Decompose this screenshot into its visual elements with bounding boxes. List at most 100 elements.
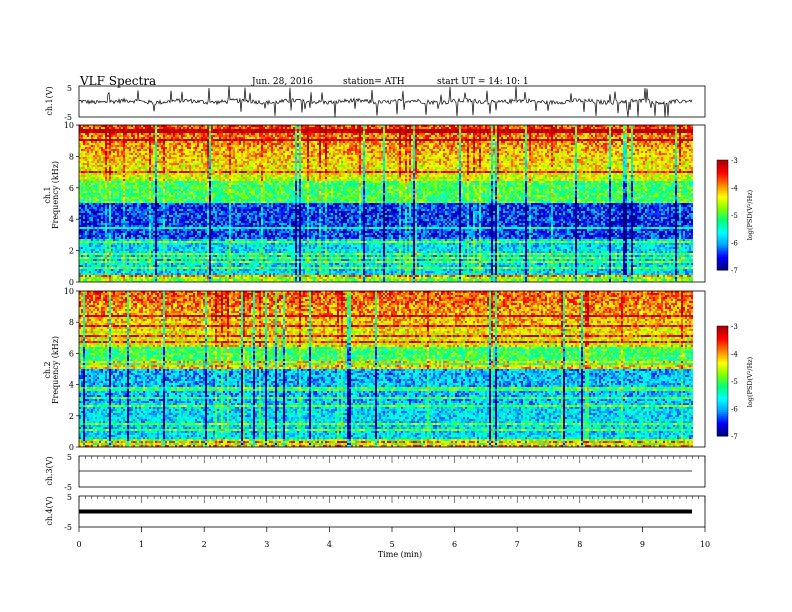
spectrogram-cell xyxy=(399,143,401,145)
spectrogram-cell xyxy=(435,149,437,151)
spectrogram-cell xyxy=(539,129,541,131)
spectrogram-cell xyxy=(119,157,121,159)
spectrogram-cell xyxy=(411,133,413,135)
spectrogram-cell xyxy=(291,129,293,131)
spectrogram-cell xyxy=(659,127,661,129)
spectrogram-cell xyxy=(605,145,607,147)
spectrogram-cell xyxy=(637,127,639,129)
spectrogram-cell xyxy=(405,149,407,151)
spectrogram-cell xyxy=(649,151,651,153)
spectrogram-cell xyxy=(507,153,509,155)
spectrogram-cell xyxy=(333,129,335,131)
spectrogram-cell xyxy=(105,139,107,141)
spectrogram-cell xyxy=(541,131,543,133)
spectrogram-cell xyxy=(333,125,335,127)
spectrogram-cell xyxy=(375,131,377,133)
spectrogram-cell xyxy=(573,153,575,155)
spectrogram-cell xyxy=(467,133,469,135)
spectrogram-cell xyxy=(679,139,681,141)
spectrogram-cell xyxy=(351,127,353,129)
spectrogram-cell xyxy=(683,145,685,147)
spectrogram-cell xyxy=(575,145,577,147)
spectrogram-cell xyxy=(143,143,145,145)
spectrogram-cell xyxy=(415,125,417,127)
spectrogram-cell xyxy=(529,133,531,135)
spectrogram-cell xyxy=(159,141,161,143)
spectrogram-cell xyxy=(379,141,381,143)
spectrogram-cell xyxy=(177,149,179,151)
spectrogram-cell xyxy=(117,151,119,153)
spectrogram-cell xyxy=(423,147,425,149)
spectrogram-cell xyxy=(625,125,627,127)
spectrogram-cell xyxy=(451,147,453,149)
spectrogram-cell xyxy=(337,133,339,135)
spectrogram-cell xyxy=(645,143,647,145)
spectrogram-cell xyxy=(413,129,415,131)
spectrogram-cell xyxy=(231,139,233,141)
spectrogram-cell xyxy=(527,141,529,143)
spectrogram-cell xyxy=(195,143,197,145)
spectrogram-cell xyxy=(191,151,193,153)
spectrogram-cell xyxy=(579,133,581,135)
spectrogram-cell xyxy=(409,143,411,145)
spectrogram-cell xyxy=(85,149,87,151)
spectrogram-cell xyxy=(175,135,177,137)
spectrogram-cell xyxy=(513,131,515,133)
spectrogram-cell xyxy=(557,153,559,155)
spectrogram-cell xyxy=(609,151,611,153)
spectrogram-cell xyxy=(527,145,529,147)
spectrogram-cell xyxy=(519,149,521,151)
spectrogram-cell xyxy=(219,139,221,141)
spectrogram-cell xyxy=(541,127,543,129)
spectrogram-cell xyxy=(587,141,589,143)
spectrogram-cell xyxy=(307,149,309,151)
spectrogram-cell xyxy=(439,135,441,137)
spectrogram-cell xyxy=(321,151,323,153)
spectrogram-cell xyxy=(83,145,85,147)
spectrogram-cell xyxy=(567,145,569,147)
spectrogram-cell xyxy=(477,145,479,147)
spectrogram-cell xyxy=(351,129,353,131)
spectrogram-cell xyxy=(339,137,341,139)
spectrogram-cell xyxy=(263,139,265,141)
spectrogram-cell xyxy=(85,143,87,145)
spectrogram-cell xyxy=(657,131,659,133)
spectrogram-cell xyxy=(261,137,263,139)
spectrogram-cell xyxy=(389,137,391,139)
spectrogram-cell xyxy=(383,125,385,127)
spectrogram-cell xyxy=(245,149,247,151)
spectrogram-cell xyxy=(471,149,473,151)
spectrogram-cell xyxy=(499,147,501,149)
spectrogram-cell xyxy=(547,143,549,145)
spectrogram-cell xyxy=(433,135,435,137)
spectrogram-cell xyxy=(363,125,365,127)
spectrogram-cell xyxy=(349,145,351,147)
spectrogram-cell xyxy=(225,129,227,131)
spectrogram-cell xyxy=(363,153,365,155)
spectrogram-cell xyxy=(391,143,393,145)
spectrogram-cell xyxy=(163,153,165,155)
spectrogram-cell xyxy=(425,151,427,153)
spectrogram-cell xyxy=(449,147,451,149)
spectrogram-cell xyxy=(269,133,271,135)
spectrogram-cell xyxy=(435,153,437,155)
spectrogram-cell xyxy=(317,135,319,137)
spectrogram-cell xyxy=(159,137,161,139)
spectrogram-cell xyxy=(565,129,567,131)
spectrogram-cell xyxy=(115,131,117,133)
spectrogram-cell xyxy=(639,155,641,157)
spectrogram-cell xyxy=(145,139,147,141)
spectrogram-cell xyxy=(567,155,569,157)
spectrogram-cell xyxy=(453,137,455,139)
spectrogram-cell xyxy=(493,129,495,131)
spectrogram-cell xyxy=(305,155,307,157)
spectrogram-cell xyxy=(217,135,219,137)
spectrogram-cell xyxy=(227,149,229,151)
spectrogram-cell xyxy=(535,147,537,149)
spectrogram-cell xyxy=(133,147,135,149)
spectrogram-cell xyxy=(477,153,479,155)
spectrogram-cell xyxy=(335,127,337,129)
spectrogram-cell xyxy=(109,151,111,153)
spectrogram-cell xyxy=(425,129,427,131)
spectrogram-cell xyxy=(685,155,687,157)
